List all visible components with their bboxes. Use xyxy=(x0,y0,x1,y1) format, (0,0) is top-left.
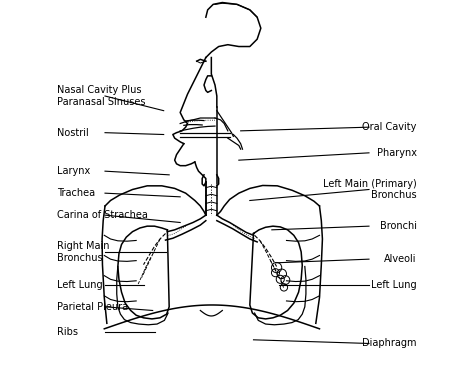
Text: Trachea: Trachea xyxy=(57,188,95,198)
Text: Ribs: Ribs xyxy=(57,328,78,337)
Text: Larynx: Larynx xyxy=(57,166,91,176)
Text: Bronchi: Bronchi xyxy=(380,221,417,231)
Text: Left Lung: Left Lung xyxy=(371,280,417,290)
Text: Carina of Strachea: Carina of Strachea xyxy=(57,210,148,220)
Text: Diaphragm: Diaphragm xyxy=(362,339,417,348)
Text: Pharynx: Pharynx xyxy=(377,148,417,158)
Text: Alveoli: Alveoli xyxy=(384,254,417,264)
Text: Parietal Pleura: Parietal Pleura xyxy=(57,302,128,312)
Text: Left Lung: Left Lung xyxy=(57,280,103,290)
Text: Nasal Cavity Plus
Paranasal Sinuses: Nasal Cavity Plus Paranasal Sinuses xyxy=(57,85,146,107)
Text: Left Main (Primary)
Bronchus: Left Main (Primary) Bronchus xyxy=(323,179,417,200)
Text: Right Main
Bronchus: Right Main Bronchus xyxy=(57,241,110,263)
Text: Oral Cavity: Oral Cavity xyxy=(362,122,417,132)
Text: Nostril: Nostril xyxy=(57,128,89,138)
